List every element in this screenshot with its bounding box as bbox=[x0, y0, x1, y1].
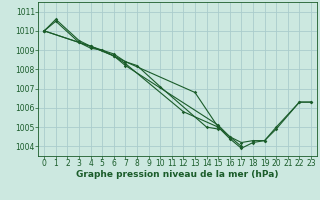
X-axis label: Graphe pression niveau de la mer (hPa): Graphe pression niveau de la mer (hPa) bbox=[76, 170, 279, 179]
